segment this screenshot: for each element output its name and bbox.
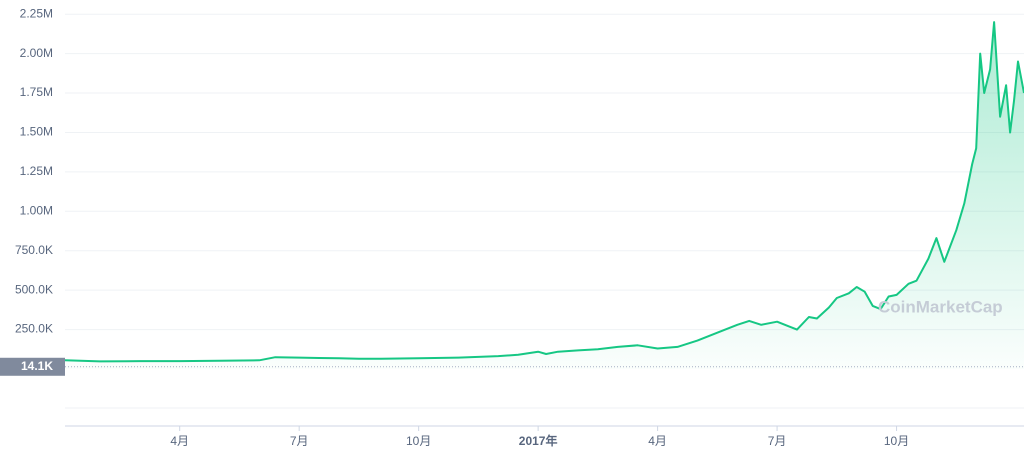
y-tick-label: 750.0K: [15, 243, 53, 257]
y-tick-label: 2.25M: [20, 6, 53, 20]
x-tick-label: 2017年: [519, 433, 558, 448]
x-tick-label: 4月: [648, 434, 667, 448]
price-line: [64, 21, 1024, 363]
y-tick-label: 1.25M: [20, 164, 53, 178]
x-tick-label: 4月: [170, 434, 189, 448]
watermark: CoinMarketCap: [878, 297, 1003, 316]
y-tick-label: 500.0K: [15, 282, 53, 296]
x-tick-label: 7月: [290, 434, 309, 448]
x-tick-label: 10月: [406, 434, 431, 448]
area: [65, 22, 1024, 369]
y-tick-label: 250.0K: [15, 322, 53, 336]
y-tick-label: 2.00M: [20, 46, 53, 60]
x-tick-label: 7月: [768, 434, 787, 448]
x-tick-label: 10月: [884, 434, 909, 448]
marker-label: 14.1K: [21, 359, 53, 373]
y-tick-label: 1.50M: [20, 125, 53, 139]
marker-tag: [0, 357, 65, 376]
plot: [64, 21, 1024, 369]
grid: [65, 13, 1024, 427]
y-tick-label: 1.00M: [20, 203, 53, 217]
axes: 250.0K 500.0K 750.0K 1.00M 1.25M 1.50M 1.75M 2.…: [0, 6, 909, 448]
y-tick-label: 1.75M: [20, 85, 53, 99]
